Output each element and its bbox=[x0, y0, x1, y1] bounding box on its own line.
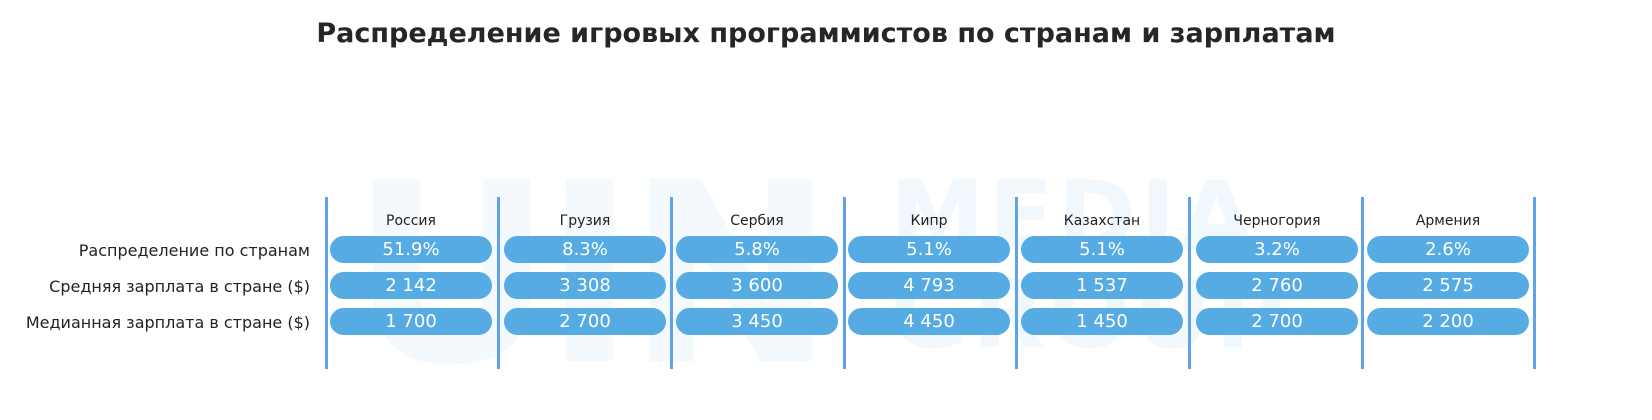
value-pill: 5.1% bbox=[1021, 236, 1183, 263]
row-label: Распределение по странам bbox=[78, 241, 310, 260]
column-header: Грузия bbox=[559, 213, 611, 229]
column-divider bbox=[1015, 197, 1018, 369]
column-divider bbox=[1188, 197, 1191, 369]
row-label: Средняя зарплата в стране ($) bbox=[49, 277, 310, 296]
column-header: Армения bbox=[1415, 213, 1481, 229]
column-header: Россия bbox=[386, 213, 436, 229]
column-divider bbox=[497, 197, 500, 369]
column-header: Кипр bbox=[910, 213, 948, 229]
value-pill: 5.1% bbox=[848, 236, 1010, 263]
value-pill: 5.8% bbox=[676, 236, 838, 263]
value-pill: 1 450 bbox=[1021, 308, 1183, 335]
value-pill: 4 793 bbox=[848, 272, 1010, 299]
watermark: UIN MEDIA GROUP bbox=[350, 150, 1350, 400]
column-divider bbox=[670, 197, 673, 369]
column-divider bbox=[1361, 197, 1364, 369]
value-pill: 3 450 bbox=[676, 308, 838, 335]
value-pill: 1 700 bbox=[330, 308, 492, 335]
value-pill: 2 760 bbox=[1196, 272, 1358, 299]
value-pill: 2.6% bbox=[1367, 236, 1529, 263]
value-pill: 2 200 bbox=[1367, 308, 1529, 335]
value-pill: 2 142 bbox=[330, 272, 492, 299]
row-label: Медианная зарплата в стране ($) bbox=[25, 313, 310, 332]
value-pill: 4 450 bbox=[848, 308, 1010, 335]
value-pill: 1 537 bbox=[1021, 272, 1183, 299]
value-pill: 3.2% bbox=[1196, 236, 1358, 263]
column-divider bbox=[843, 197, 846, 369]
column-divider bbox=[325, 197, 328, 369]
column-header: Черногория bbox=[1233, 213, 1321, 229]
value-pill: 2 700 bbox=[504, 308, 666, 335]
value-pill: 2 575 bbox=[1367, 272, 1529, 299]
chart-title: Распределение игровых программистов по с… bbox=[316, 18, 1336, 49]
value-pill: 51.9% bbox=[330, 236, 492, 263]
value-pill: 3 308 bbox=[504, 272, 666, 299]
value-pill: 3 600 bbox=[676, 272, 838, 299]
value-pill: 8.3% bbox=[504, 236, 666, 263]
column-header: Сербия bbox=[730, 213, 784, 229]
value-pill: 2 700 bbox=[1196, 308, 1358, 335]
column-divider bbox=[1533, 197, 1536, 369]
column-header: Казахстан bbox=[1063, 213, 1141, 229]
